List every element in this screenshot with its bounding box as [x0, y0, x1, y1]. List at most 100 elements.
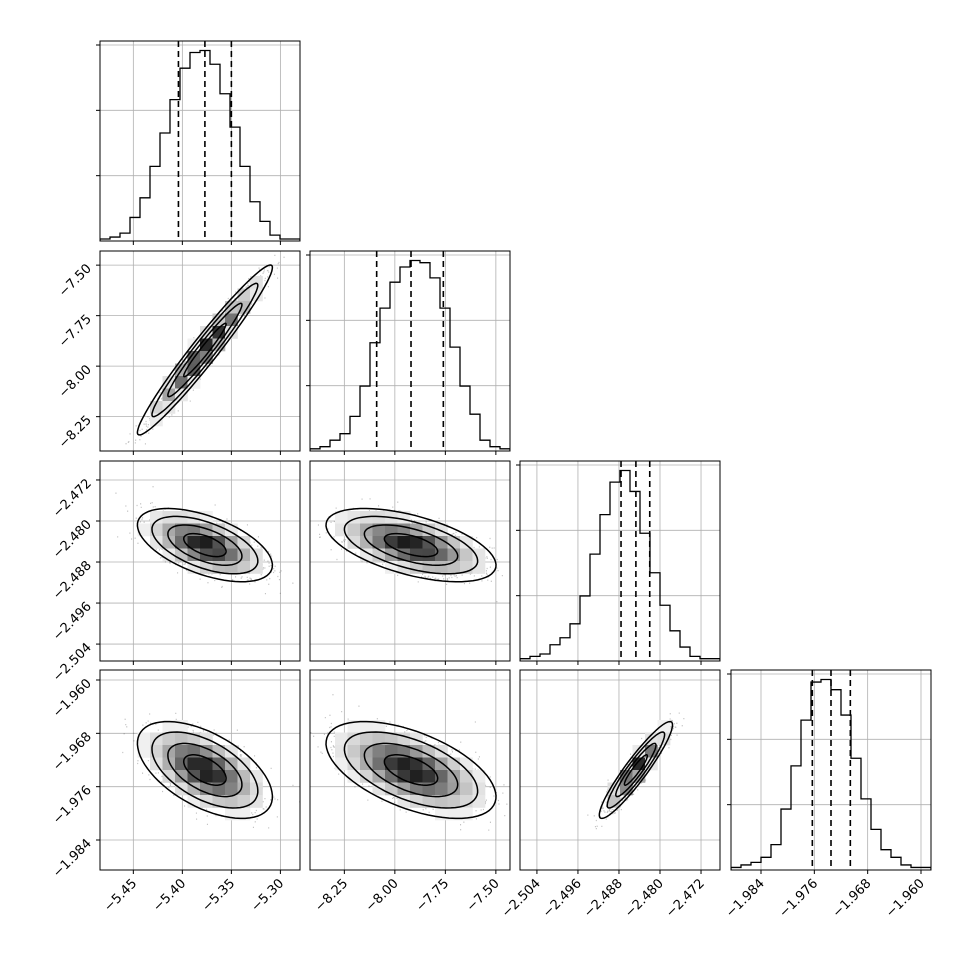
density-cell [645, 745, 658, 758]
density-cell [200, 757, 213, 771]
x-tick-label: −8.00 [363, 876, 402, 915]
panel-frame [309, 250, 511, 452]
density-cell [175, 732, 188, 746]
panel-frame [99, 40, 301, 242]
density-cell [447, 795, 461, 808]
density-cell [175, 376, 188, 389]
x-tick-label: −5.35 [199, 876, 238, 915]
density-cell [385, 732, 398, 746]
density-cell [347, 732, 361, 746]
x-tick-label: −7.50 [464, 876, 503, 915]
density-cell [200, 795, 213, 808]
contour-0 [182, 322, 227, 378]
panel-frame [309, 460, 511, 662]
panel-frame [519, 460, 721, 662]
density-cell [422, 795, 436, 808]
density-cell [162, 720, 176, 733]
density-cell [250, 795, 263, 808]
density-cell [347, 523, 361, 537]
density-cell [162, 401, 176, 414]
density-cell [372, 523, 386, 537]
density-cell [372, 757, 386, 771]
x-tick-label: −5.45 [101, 876, 140, 915]
contour-3 [325, 507, 497, 583]
x-tick-label: −1.976 [777, 876, 822, 921]
panel-3-3: −1.984 −1.976 −1.968 −1.960 [723, 669, 932, 921]
density-cell [335, 511, 348, 524]
density-cell [212, 745, 226, 758]
density-cell [447, 548, 461, 562]
contour-3 [598, 720, 674, 820]
density-cell [137, 732, 151, 746]
panel-content [125, 254, 285, 445]
density-cell [410, 548, 423, 562]
density-cell [397, 782, 411, 796]
density-cell [372, 745, 386, 758]
contour-2 [606, 731, 666, 809]
density-cell [200, 536, 213, 549]
density-cell [472, 561, 486, 574]
contour-1 [363, 524, 459, 566]
contour-0 [383, 532, 439, 558]
density-cell [422, 745, 436, 758]
contour-1 [167, 302, 243, 398]
density-cell [225, 301, 238, 314]
panel-content [587, 712, 685, 830]
density-cell [150, 511, 163, 524]
density-cell [187, 757, 201, 771]
density-cell [335, 732, 348, 746]
contour-2 [343, 515, 479, 575]
x-tick-label: −2.488 [581, 876, 626, 921]
density-cell [250, 770, 263, 783]
y-tick-label: −1.960 [50, 676, 95, 721]
x-tick-label: −2.480 [622, 876, 667, 921]
y-tick-label: −1.984 [50, 836, 95, 881]
density-cell [225, 548, 238, 562]
contour-3 [136, 507, 274, 583]
density-cell [162, 536, 176, 549]
density-cell [175, 536, 188, 549]
panel-frame [99, 250, 301, 452]
y-tick-label: −7.75 [56, 312, 95, 351]
density-cell [225, 313, 238, 327]
panel-frame [99, 669, 301, 871]
contour-1 [167, 742, 243, 798]
density-cell [460, 795, 473, 808]
density-cell [250, 561, 263, 574]
contour-0 [182, 532, 227, 558]
density-cell [472, 548, 486, 562]
density-cell [385, 757, 398, 771]
contour-3 [136, 720, 274, 820]
histogram-2 [520, 469, 720, 661]
density-cell [212, 326, 226, 339]
density-cell [237, 807, 251, 821]
density-cell [335, 757, 348, 771]
panel-3-2: −2.504−2.496−2.488−2.480−2.472 [499, 669, 721, 921]
density-cell [460, 536, 473, 549]
density-cell [360, 720, 373, 733]
density-cell [212, 757, 226, 771]
density-cell [435, 795, 448, 808]
y-tick-label: −2.480 [50, 517, 95, 562]
density-cell [225, 782, 238, 796]
density-cell [237, 795, 251, 808]
density-cell [212, 548, 226, 562]
density-cell [472, 782, 486, 796]
contour-2 [343, 731, 479, 809]
panel-0-0 [96, 40, 301, 245]
histogram-1 [310, 259, 510, 451]
density-cell [347, 757, 361, 771]
contour-1 [167, 524, 243, 566]
density-cell [422, 757, 436, 771]
density-cell [397, 757, 411, 771]
density-cell [410, 770, 423, 783]
density-cell [237, 561, 251, 574]
density-cell [410, 732, 423, 746]
density-cell [162, 770, 176, 783]
histogram-3 [731, 678, 931, 870]
density-cell [212, 770, 226, 783]
x-tick-label: −1.968 [830, 876, 875, 921]
density-cell [435, 782, 448, 796]
density-cell [150, 536, 163, 549]
